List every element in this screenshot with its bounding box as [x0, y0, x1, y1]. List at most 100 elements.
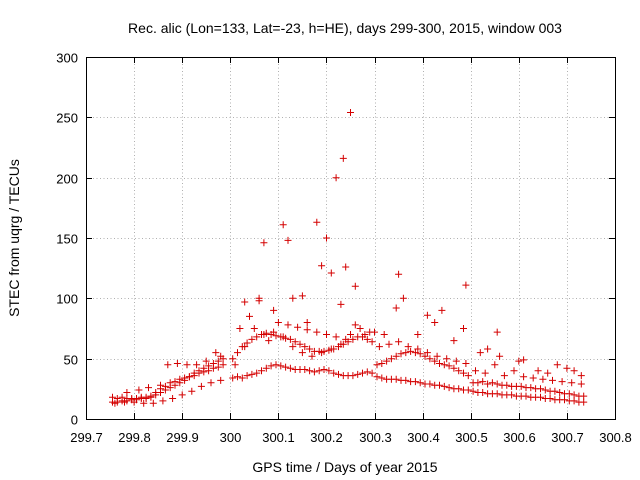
data-point [255, 294, 263, 302]
data-point [303, 319, 311, 326]
data-point [433, 352, 441, 360]
data-point [349, 372, 357, 380]
data-point [296, 340, 304, 348]
data-point [496, 352, 504, 360]
data-point [145, 384, 152, 392]
data-point [173, 360, 181, 367]
data-point [193, 361, 201, 369]
data-point [200, 368, 208, 376]
data-point [118, 393, 126, 401]
data-point [147, 393, 155, 401]
data-point [500, 372, 508, 380]
data-point [149, 399, 157, 407]
data-point [551, 387, 559, 395]
data-point [202, 357, 210, 365]
data-point [392, 375, 400, 383]
x-tick-label: 300.8 [599, 430, 632, 445]
data-point [323, 234, 330, 242]
x-tick-label: 300.2 [310, 430, 343, 445]
data-point [327, 269, 335, 277]
data-point [248, 370, 256, 378]
data-point [378, 374, 386, 382]
data-point [411, 378, 419, 386]
data-point [123, 389, 131, 396]
y-tick-label: 250 [56, 111, 78, 126]
data-point [347, 109, 354, 116]
data-point [440, 361, 448, 369]
data-point [402, 376, 410, 384]
data-point [534, 367, 542, 375]
data-point [383, 357, 391, 365]
data-point [373, 373, 381, 381]
data-point [464, 372, 472, 380]
x-tick-label: 299.8 [118, 430, 151, 445]
data-point [169, 395, 177, 402]
data-point [159, 397, 167, 405]
data-point [234, 349, 241, 357]
data-point [318, 349, 326, 357]
data-point [183, 361, 191, 369]
x-tick-label: 300.4 [407, 430, 440, 445]
data-point [460, 369, 467, 377]
data-point [313, 328, 321, 336]
data-point [553, 361, 561, 369]
data-point [436, 381, 443, 389]
data-point [491, 361, 499, 369]
data-point [238, 374, 246, 382]
data-point [318, 262, 326, 270]
data-point [306, 367, 314, 375]
data-point [431, 319, 439, 326]
data-point [411, 349, 419, 357]
y-tick-label: 150 [56, 232, 78, 247]
data-point [385, 340, 393, 348]
data-point [308, 352, 316, 360]
data-points [109, 109, 588, 407]
data-point [140, 399, 148, 407]
data-point [549, 376, 556, 384]
data-point [142, 395, 150, 402]
data-point [351, 282, 359, 290]
data-point [332, 174, 340, 182]
data-point [395, 270, 403, 278]
data-point [493, 390, 501, 398]
data-point [207, 379, 215, 387]
data-point [423, 311, 431, 319]
data-point [320, 366, 328, 373]
x-tick-label: 299.9 [166, 430, 199, 445]
data-point [517, 382, 525, 390]
data-point [243, 372, 251, 380]
data-point [335, 370, 342, 378]
data-point [529, 374, 537, 382]
data-point [387, 355, 395, 363]
y-tick-label: 100 [56, 292, 78, 307]
data-point [274, 319, 282, 326]
axis-ticks: 299.7 299.8 299.9 300 300.1 300.2 300.3 300.4 30… [56, 51, 631, 446]
data-point [380, 331, 388, 338]
data-point [135, 386, 143, 394]
data-point [291, 338, 299, 346]
x-tick-label: 300.1 [262, 430, 295, 445]
data-point [313, 218, 321, 226]
data-point [241, 343, 249, 351]
data-point [515, 357, 523, 365]
data-point [395, 338, 403, 346]
data-point [423, 349, 431, 357]
grid [86, 57, 615, 419]
data-point [171, 378, 179, 386]
data-point [481, 369, 489, 377]
x-tick-label: 300 [220, 430, 242, 445]
data-point [121, 398, 128, 406]
data-point [354, 370, 362, 378]
data-point [337, 300, 345, 308]
data-point [359, 369, 366, 377]
data-point [270, 306, 278, 314]
data-point [289, 294, 297, 302]
data-point [488, 379, 496, 387]
data-point [414, 331, 422, 338]
data-point [137, 393, 145, 401]
data-point [339, 154, 347, 162]
data-point [421, 352, 429, 360]
data-point [253, 369, 261, 377]
data-point [580, 392, 588, 400]
